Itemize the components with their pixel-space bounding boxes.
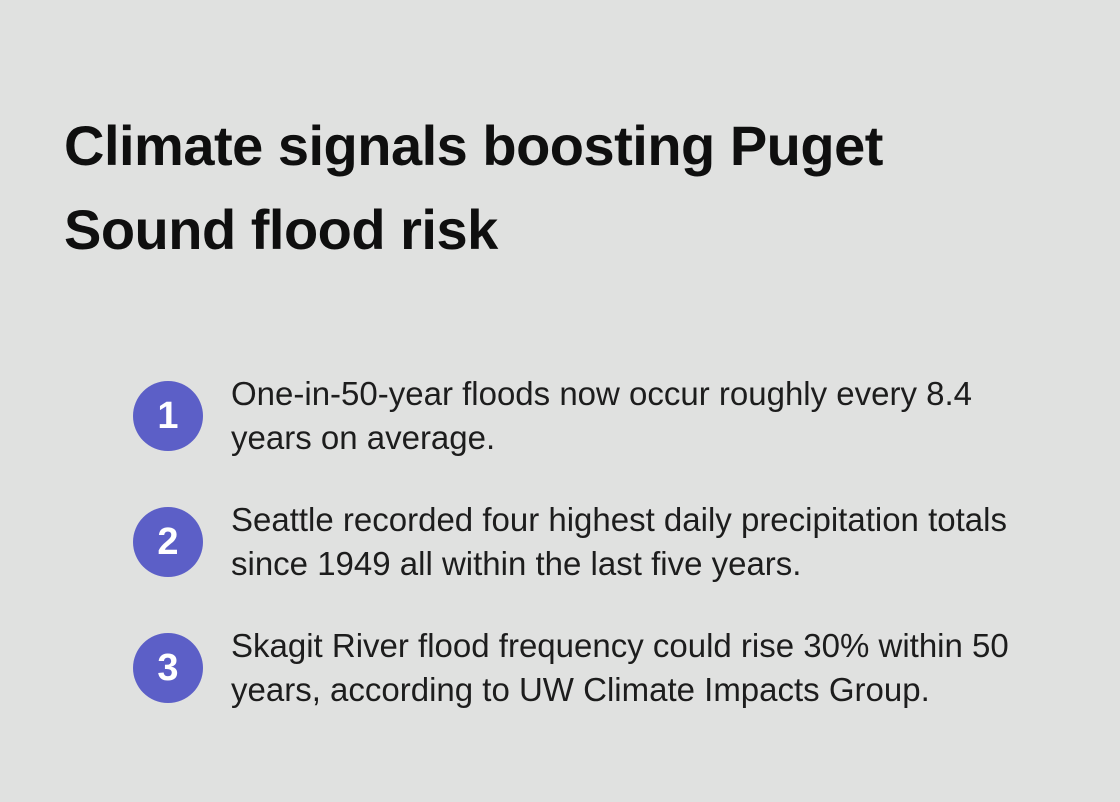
item-number-badge: 1 xyxy=(133,381,203,451)
list-item: 1 One-in-50-year floods now occur roughl… xyxy=(133,372,1080,460)
item-text: Seattle recorded four highest daily prec… xyxy=(231,501,1007,582)
item-number-badge: 3 xyxy=(133,633,203,703)
list-item: 2 Seattle recorded four highest daily pr… xyxy=(133,498,1080,586)
item-number-badge: 2 xyxy=(133,507,203,577)
slide-title: Climate signals boosting Puget Sound flo… xyxy=(64,114,883,261)
list-item: 3 Skagit River flood frequency could ris… xyxy=(133,624,1080,712)
item-text: Skagit River flood frequency could rise … xyxy=(231,627,1009,708)
numbered-list: 1 One-in-50-year floods now occur roughl… xyxy=(64,372,1080,712)
item-text: One-in-50-year floods now occur roughly … xyxy=(231,375,973,456)
